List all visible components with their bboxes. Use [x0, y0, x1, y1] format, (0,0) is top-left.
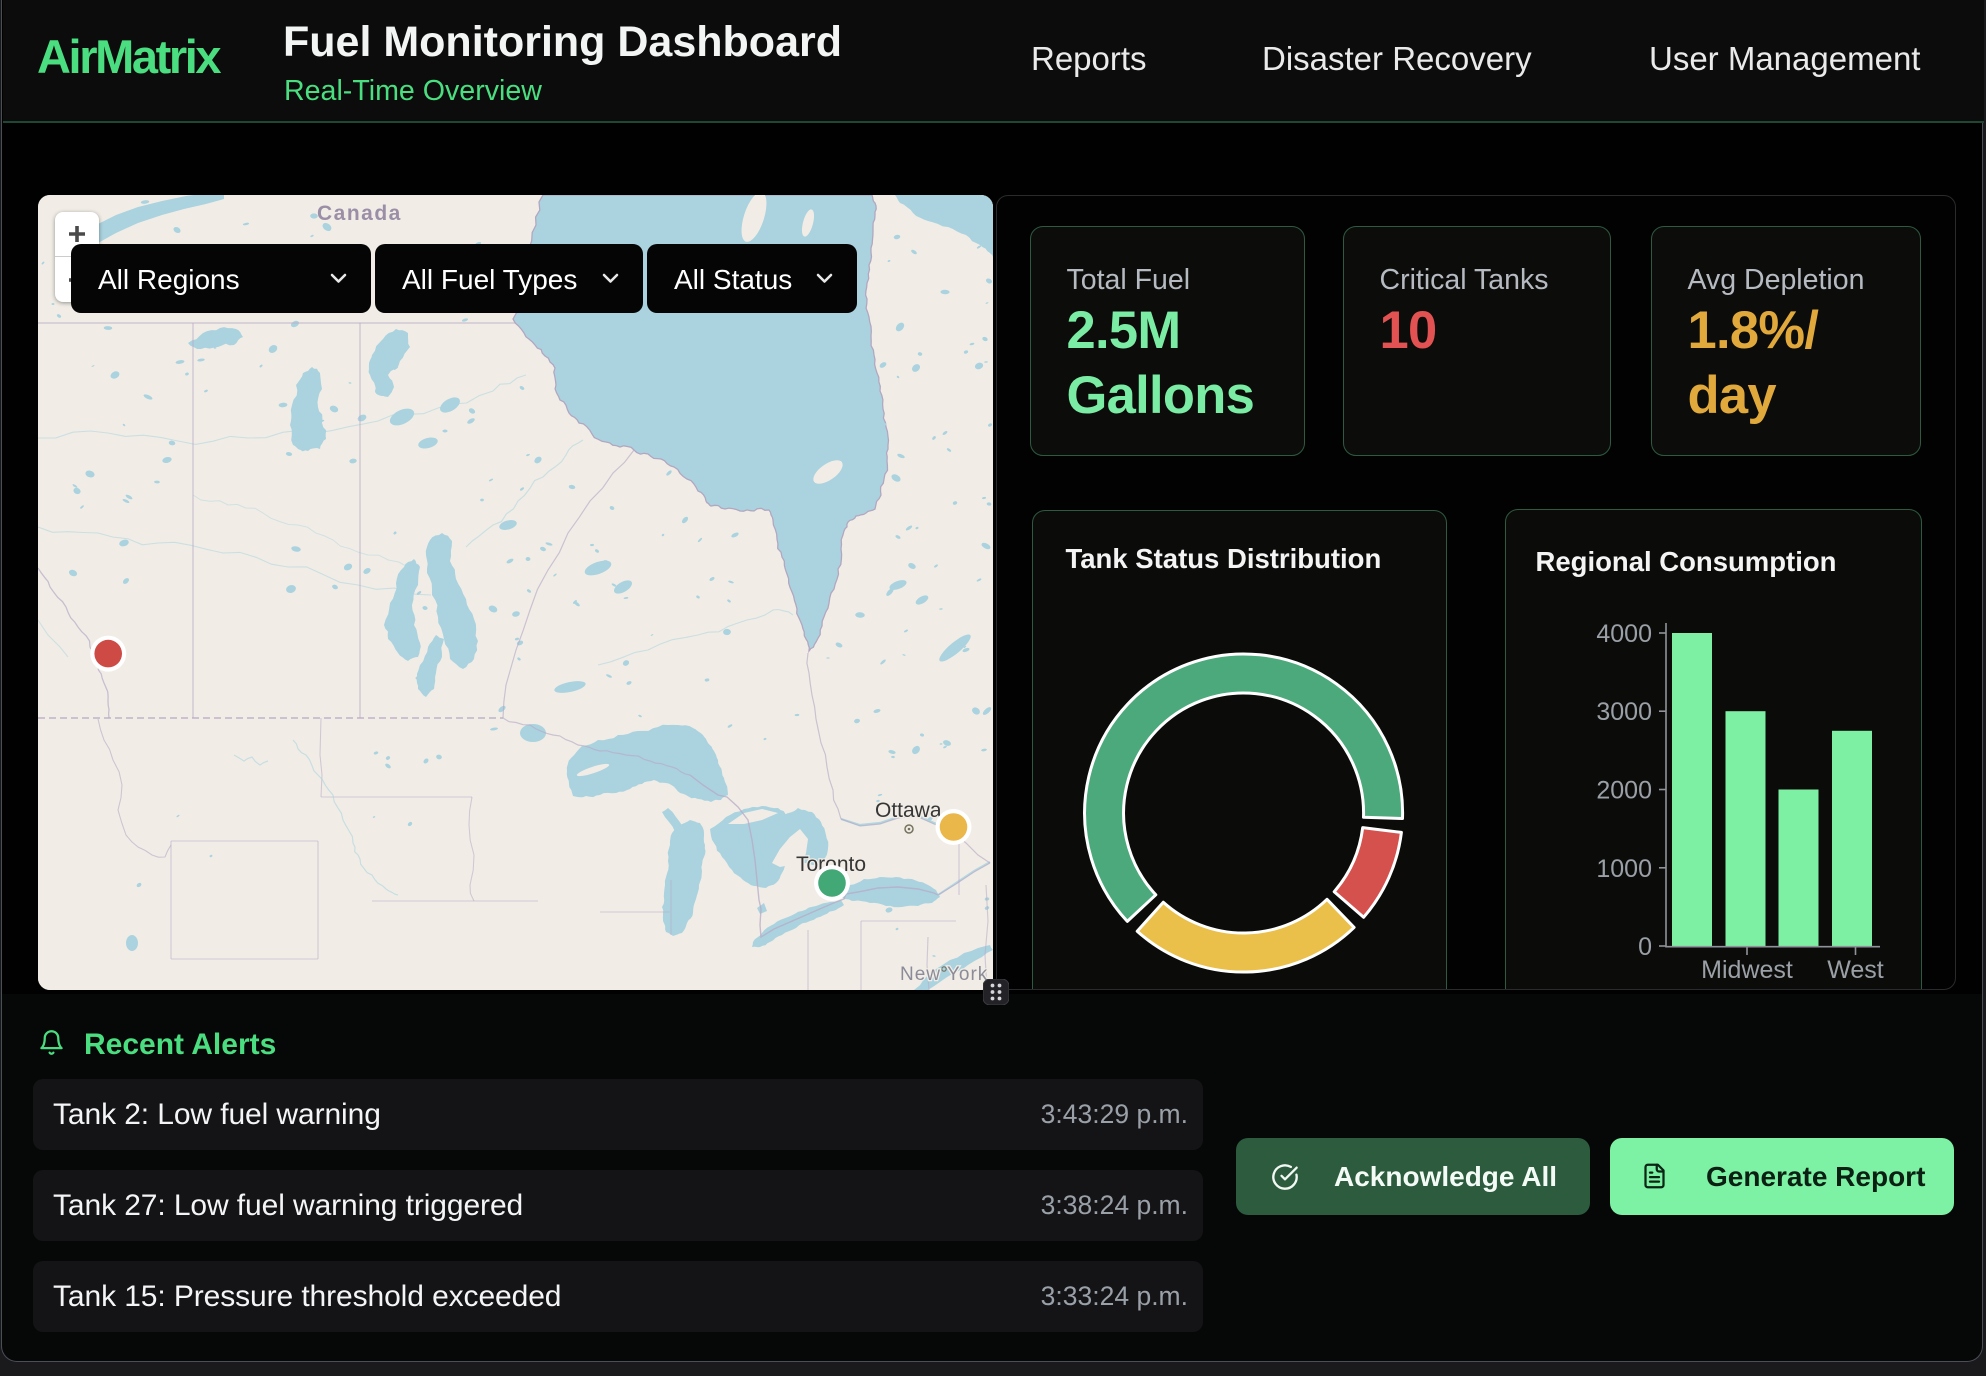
svg-text:Midwest: Midwest — [1701, 956, 1793, 984]
svg-text:1000: 1000 — [1596, 854, 1652, 882]
svg-text:4000: 4000 — [1596, 620, 1652, 648]
svg-text:Ottawa: Ottawa — [875, 799, 942, 822]
svg-text:New York: New York — [900, 964, 988, 985]
svg-text:Toronto: Toronto — [796, 853, 866, 876]
svg-text:3000: 3000 — [1596, 698, 1652, 726]
svg-text:0: 0 — [1638, 933, 1652, 961]
svg-text:Canada: Canada — [317, 202, 402, 225]
svg-text:2000: 2000 — [1596, 776, 1652, 804]
svg-text:West: West — [1827, 956, 1884, 984]
